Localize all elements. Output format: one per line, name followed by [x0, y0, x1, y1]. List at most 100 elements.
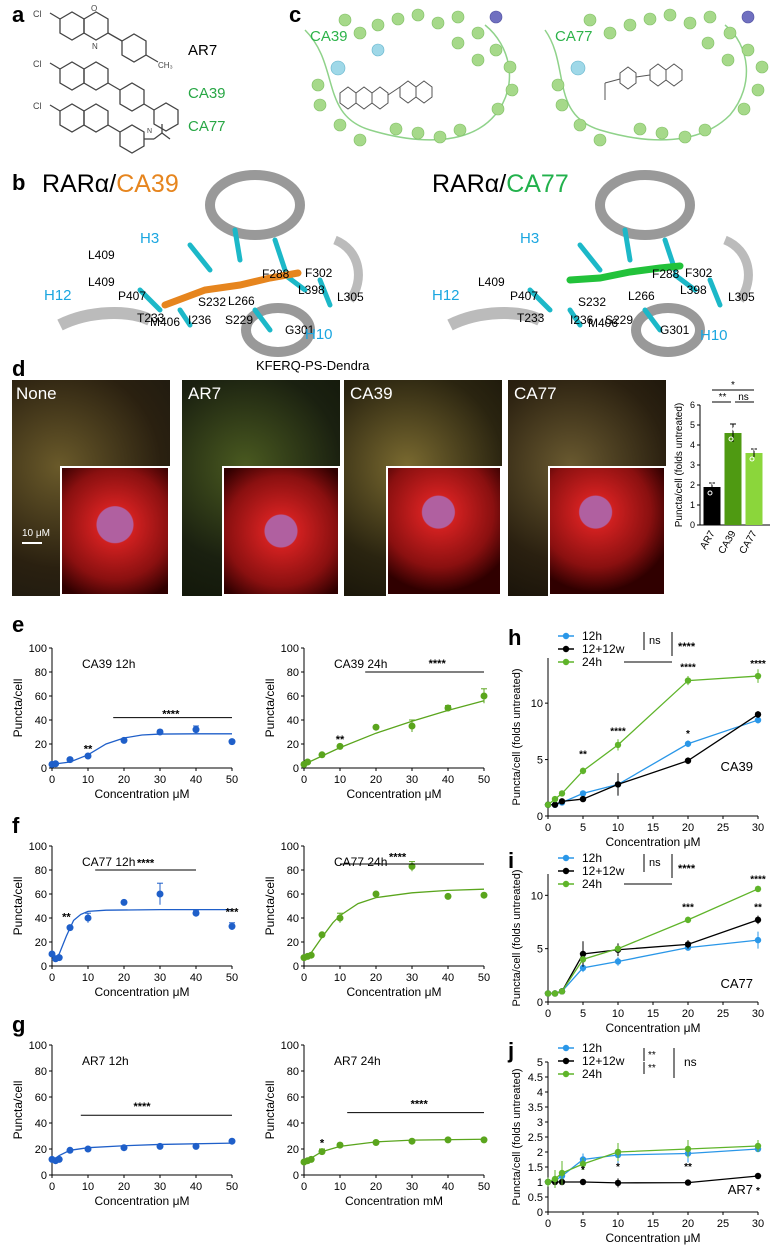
data-point — [336, 914, 344, 922]
y-tick-label: 6 — [690, 400, 695, 410]
data-point — [754, 672, 762, 680]
chart-title: AR7 12h — [82, 1054, 129, 1068]
data-point — [614, 1148, 622, 1156]
x-tick-label: 10 — [334, 774, 346, 786]
data-point — [192, 726, 200, 734]
label-l409-left: L409 — [88, 248, 115, 262]
x-axis-label: Concentration μM — [95, 787, 190, 801]
label-t233-left: T233 — [137, 311, 165, 325]
fit-curve — [51, 733, 232, 766]
replicate-point — [728, 436, 734, 442]
x-tick-label: 40 — [190, 774, 202, 786]
y-tick-label: 1 — [690, 500, 695, 510]
data-point — [754, 885, 762, 893]
significance-label: **** — [162, 709, 180, 721]
y-tick-label: 5 — [690, 420, 695, 430]
y-tick-label: 60 — [287, 889, 299, 901]
label-l398-left: L398 — [298, 283, 325, 297]
data-point — [684, 757, 692, 764]
data-point — [408, 722, 416, 730]
y-tick-label: 4 — [690, 440, 695, 450]
data-point — [558, 988, 566, 995]
x-tick-label: 10 — [82, 972, 94, 984]
x-tick-label: 0 — [301, 1181, 307, 1193]
data-point — [307, 951, 315, 959]
data-point — [684, 916, 692, 924]
data-point — [52, 760, 60, 768]
inset-ar7 — [222, 466, 340, 596]
data-point — [304, 758, 312, 766]
data-point — [551, 1175, 559, 1183]
data-point — [754, 716, 762, 724]
legend-label: 24h — [582, 877, 602, 891]
legend-sig: **** — [678, 863, 696, 875]
legend-marker — [562, 1070, 570, 1078]
legend-label: 24h — [582, 1067, 602, 1081]
label-m406-right: M406 — [588, 316, 619, 330]
y-tick-label: 2.5 — [528, 1132, 543, 1144]
replicate-point — [732, 426, 738, 432]
chart-i: 0 5 10 0 5 10 15 20 25 30 Concentration μM Puncta/c… — [511, 852, 766, 1035]
label-f302-right: F302 — [685, 266, 713, 280]
y-tick-label: 20 — [287, 1144, 299, 1156]
data-point — [579, 795, 587, 803]
data-point — [84, 914, 92, 922]
y-axis-label: Puncta/cell — [263, 877, 277, 936]
label-s229-left: S229 — [225, 313, 253, 327]
compound-label-ar7: AR7 — [188, 42, 218, 59]
label-h3-right: H3 — [520, 230, 539, 247]
y-axis-label: Puncta/cell — [263, 1081, 277, 1140]
x-axis-label: Concentration mM — [345, 1194, 443, 1208]
y-tick-label: 20 — [35, 937, 47, 949]
y-tick-label: 100 — [281, 643, 299, 655]
significance-label: **** — [680, 662, 696, 673]
label-l398-right: L398 — [680, 283, 707, 297]
y-tick-label: 4 — [537, 1087, 543, 1099]
sig-label: * — [731, 380, 735, 391]
chart-title: AR7 24h — [334, 1054, 381, 1068]
data-point — [66, 756, 74, 764]
label-s232-left: S232 — [198, 295, 226, 309]
compound-label-ca39: CA39 — [188, 85, 226, 102]
significance-label: ** — [754, 902, 762, 913]
micrograph-label-none: None — [16, 384, 57, 403]
replicate-point — [711, 480, 717, 486]
bar-ca77 — [745, 453, 763, 525]
label-p407-left: P407 — [118, 289, 147, 303]
x-tick-label: 0 — [545, 1008, 551, 1020]
chlorine-label-2: Cl — [33, 59, 42, 69]
y-tick-label: 20 — [35, 1144, 47, 1156]
data-point — [614, 741, 622, 749]
x-tick-label-ar7: AR7 — [698, 529, 717, 552]
data-point — [579, 950, 587, 958]
x-tick-label: 15 — [647, 1218, 659, 1230]
x-axis-label: Concentration μM — [606, 835, 701, 849]
y-tick-label: 3.5 — [528, 1102, 543, 1114]
legend-sig: ns — [649, 635, 661, 647]
data-point — [372, 1139, 380, 1146]
chart-g2: 0 20 40 60 80 100 0 10 20 30 40 50 Concentration mM P… — [263, 1040, 490, 1208]
y-tick-label: 100 — [281, 841, 299, 853]
x-tick-label: 30 — [752, 1008, 764, 1020]
chart-title: CA39 12h — [82, 657, 135, 671]
y-tick-label: 0 — [41, 763, 47, 775]
data-point — [544, 990, 552, 997]
y-axis-label: Puncta/cell (folds untreated) — [674, 403, 685, 528]
data-point — [754, 1172, 762, 1180]
x-tick-label: 0 — [545, 822, 551, 834]
significance-label: **** — [137, 857, 155, 869]
legend-sig: ** — [648, 1050, 656, 1061]
data-point — [544, 801, 552, 808]
scale-bar-label: 10 μM — [22, 528, 50, 539]
label-l305-left: L305 — [337, 290, 364, 304]
x-tick-label: 0 — [301, 774, 307, 786]
inset-ca39 — [386, 466, 502, 596]
panel-letter-d: d — [12, 356, 26, 381]
legend-marker — [562, 880, 570, 888]
y-tick-label: 100 — [29, 1040, 47, 1052]
label-i236-right: I236 — [570, 313, 594, 327]
micrograph-ar7: AR7 — [182, 380, 340, 596]
sig-label: ** — [719, 392, 727, 403]
x-tick-label: 25 — [717, 1218, 729, 1230]
data-point — [192, 909, 200, 917]
